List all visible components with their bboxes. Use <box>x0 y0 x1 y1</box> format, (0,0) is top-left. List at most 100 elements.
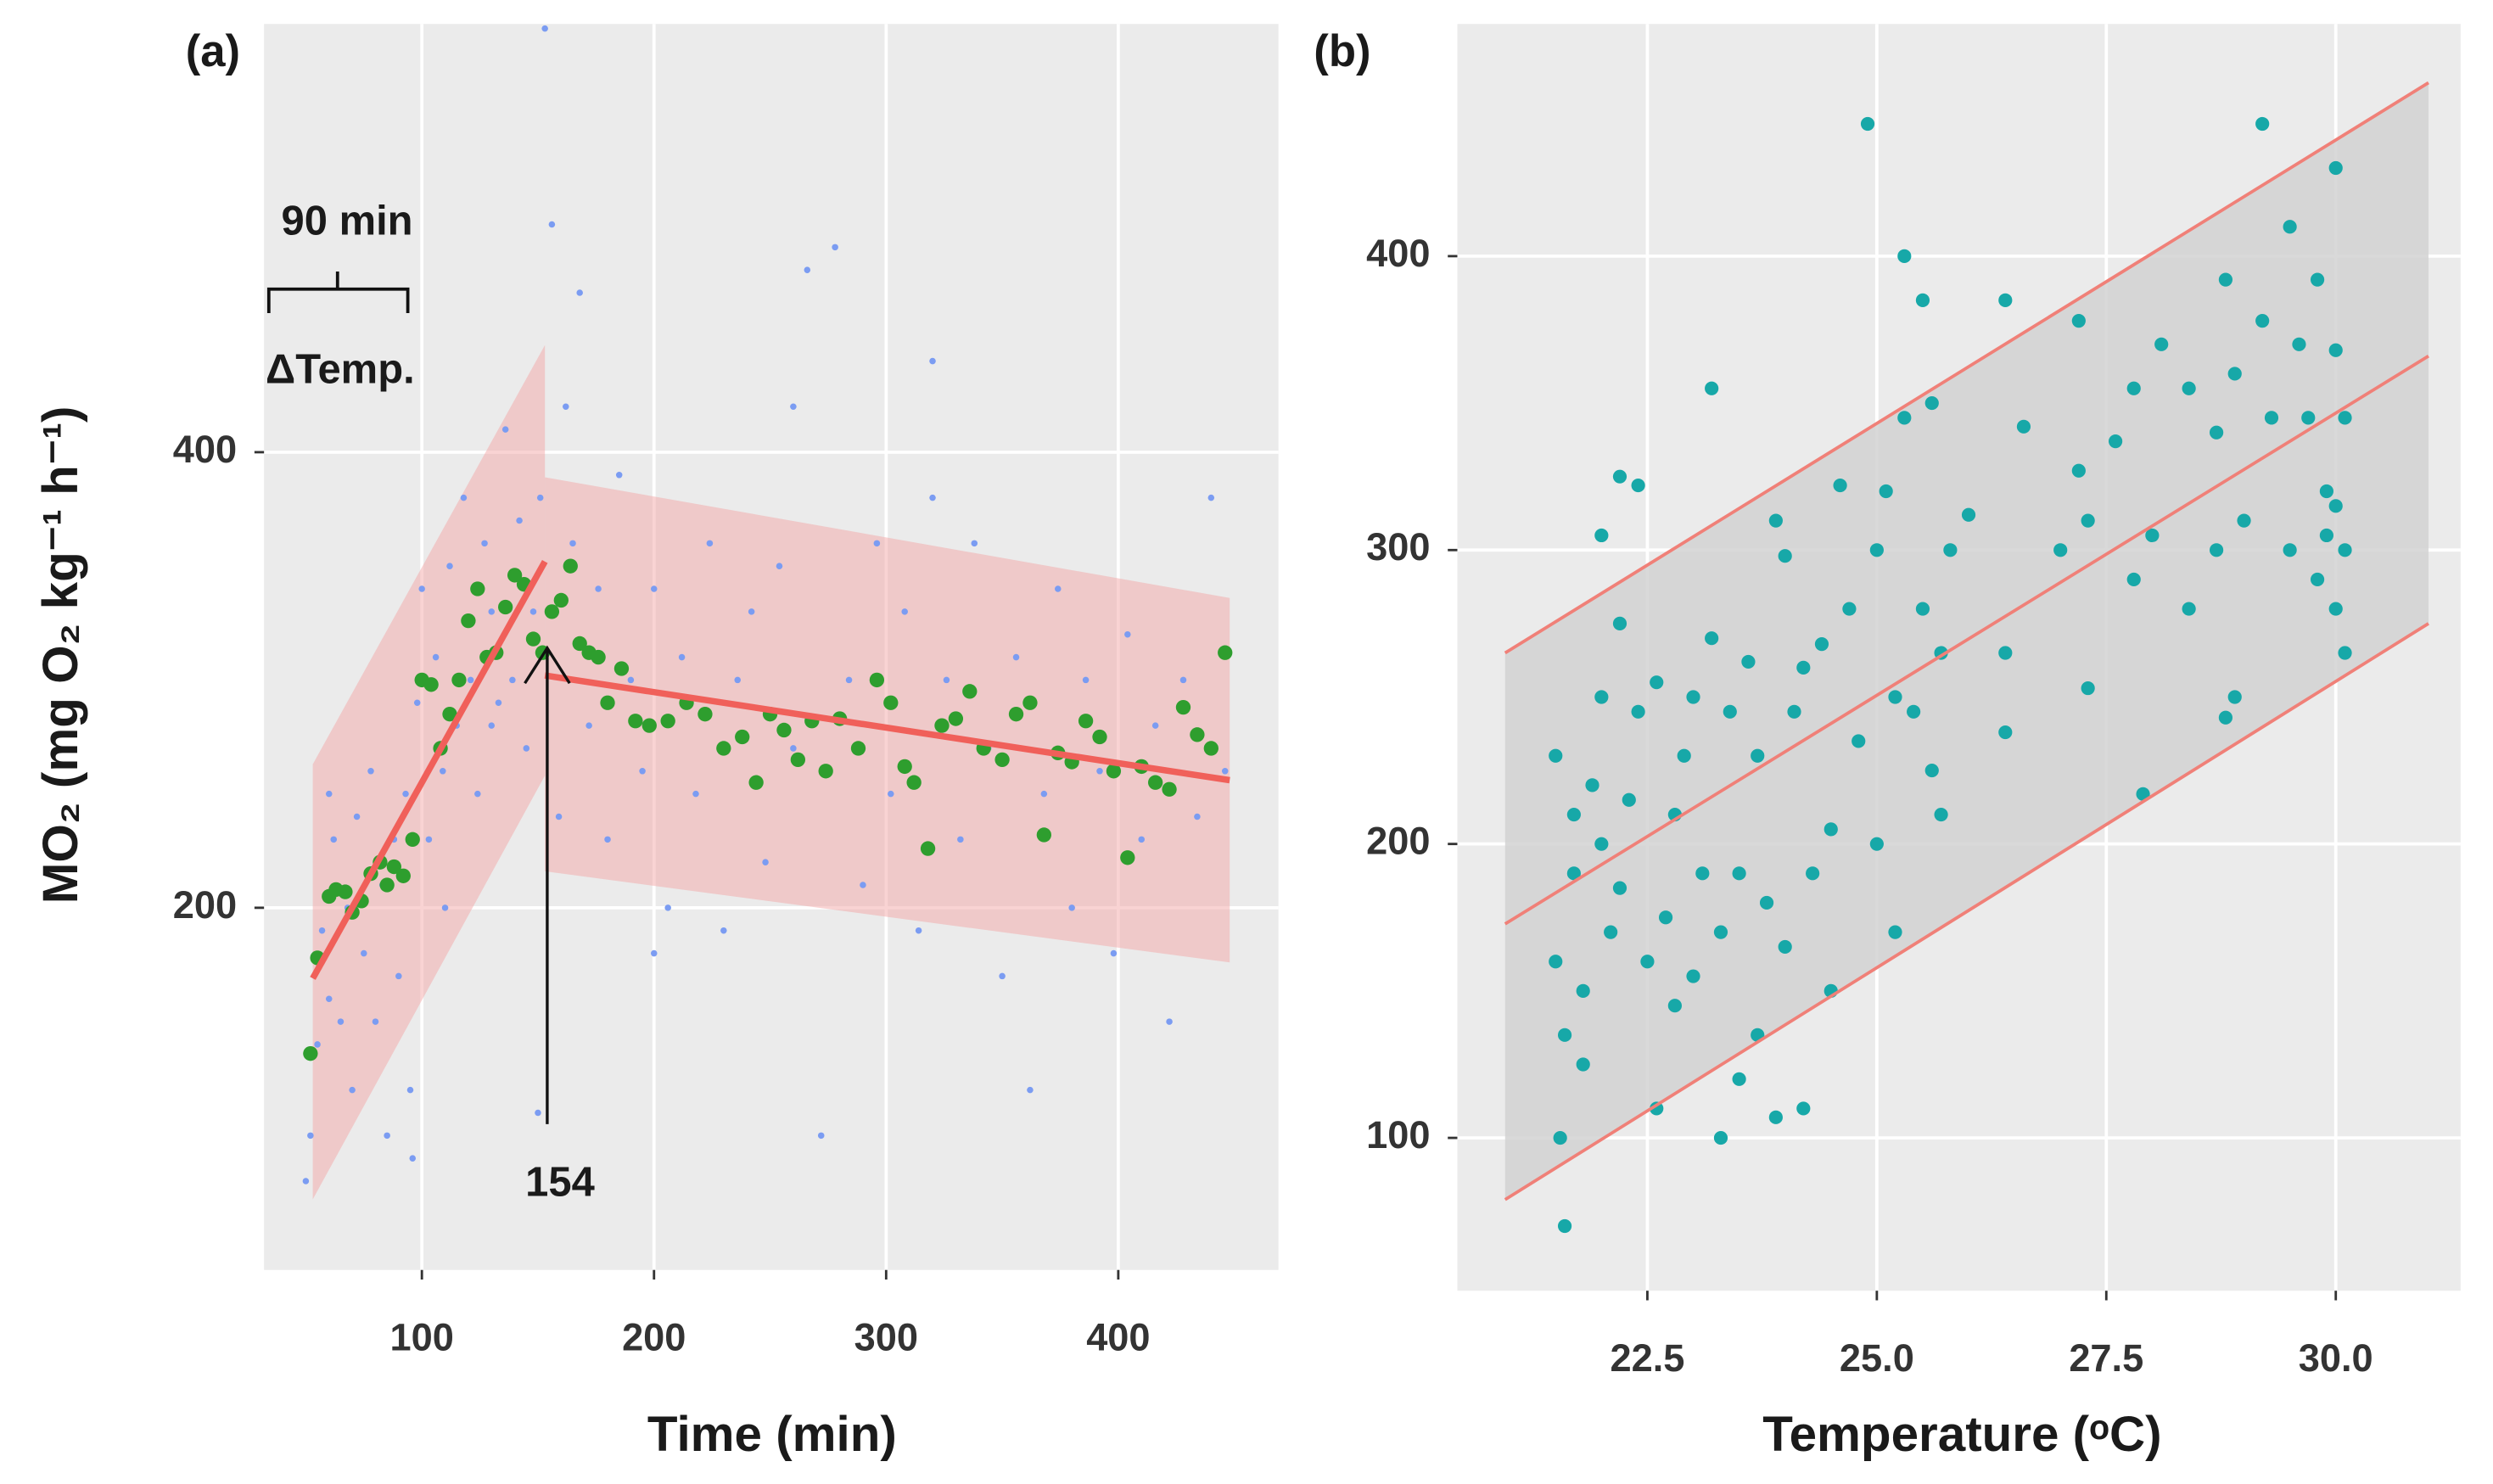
data-point <box>929 494 936 501</box>
data-point <box>2071 314 2086 328</box>
data-point <box>2328 160 2343 176</box>
data-point <box>1120 850 1135 865</box>
data-point <box>563 403 569 411</box>
data-point <box>1869 837 1884 851</box>
data-point <box>1138 836 1146 843</box>
data-point <box>1022 695 1038 710</box>
data-point <box>507 568 523 583</box>
confidence-band <box>545 477 1230 963</box>
data-point <box>2053 543 2068 557</box>
data-point <box>2301 411 2316 425</box>
data-point <box>2081 513 2095 528</box>
arrow-label: 154 <box>525 1159 595 1205</box>
data-point <box>790 403 797 411</box>
data-point <box>1576 1057 1590 1072</box>
data-point <box>2227 690 2242 704</box>
data-point <box>2328 343 2343 357</box>
data-point <box>325 995 333 1003</box>
data-point <box>529 608 537 615</box>
data-point <box>1594 690 1609 704</box>
data-point <box>591 649 606 665</box>
data-point <box>706 540 714 547</box>
x-axis-title: Time (min) <box>647 1407 897 1462</box>
data-point <box>523 745 530 752</box>
data-point <box>600 695 615 710</box>
data-point <box>692 790 699 798</box>
data-point <box>776 563 783 569</box>
data-point <box>888 790 894 798</box>
data-point <box>1162 781 1177 797</box>
data-point <box>555 813 563 820</box>
data-point <box>1124 630 1131 638</box>
data-point <box>1934 807 1948 822</box>
x-tick-label: 100 <box>389 1315 453 1358</box>
data-point <box>1622 792 1636 807</box>
data-point <box>1833 478 1847 493</box>
data-point <box>2338 646 2352 660</box>
data-point <box>1012 653 1020 661</box>
data-point <box>776 722 792 738</box>
bracket <box>266 272 410 314</box>
data-point <box>2283 220 2297 234</box>
fit-line <box>1504 622 2429 1201</box>
data-point <box>488 722 496 729</box>
data-point <box>1604 925 1618 939</box>
data-point <box>1768 513 1783 528</box>
data-point <box>962 684 978 699</box>
data-point <box>735 729 750 745</box>
data-point <box>353 813 361 820</box>
data-point <box>2338 543 2352 557</box>
data-point <box>318 927 326 934</box>
data-point <box>372 1018 379 1025</box>
data-point <box>361 949 367 957</box>
data-point <box>1751 748 1765 763</box>
data-point <box>451 672 467 688</box>
data-point <box>442 707 457 722</box>
data-point <box>748 608 755 615</box>
data-point <box>994 752 1010 768</box>
data-point <box>1915 602 1930 616</box>
data-point <box>818 764 833 779</box>
data-point <box>883 695 899 710</box>
data-point <box>1078 714 1094 729</box>
data-point <box>544 604 560 619</box>
data-point <box>1082 676 1090 684</box>
data-point <box>1557 1028 1572 1042</box>
data-point <box>1768 1110 1783 1124</box>
data-point <box>2182 381 2196 395</box>
data-point <box>613 661 630 676</box>
data-point <box>303 1046 318 1061</box>
data-point <box>1179 676 1187 684</box>
data-point <box>349 1086 356 1094</box>
data-point <box>1686 969 1700 983</box>
data-point <box>1998 725 2013 740</box>
data-point <box>1924 763 1939 778</box>
data-point <box>1695 866 1710 881</box>
y-tick-label: 200 <box>1366 820 1430 863</box>
data-point <box>470 581 485 596</box>
data-point <box>804 266 811 273</box>
data-point <box>409 1155 417 1162</box>
data-point <box>720 927 727 934</box>
data-point <box>1796 660 1811 675</box>
data-point <box>1796 1101 1811 1116</box>
data-point <box>1175 699 1191 715</box>
data-point <box>1897 411 1912 425</box>
data-point <box>2182 602 2196 616</box>
data-point <box>1888 690 1902 704</box>
data-point <box>1207 494 1215 501</box>
data-point <box>2227 367 2242 381</box>
data-point <box>440 768 446 775</box>
data-point <box>873 540 881 547</box>
data-point <box>650 585 658 592</box>
data-point <box>406 1086 414 1094</box>
x-tick-label: 200 <box>622 1315 686 1358</box>
data-point <box>850 741 866 756</box>
data-point <box>1221 768 1229 775</box>
data-point <box>2328 602 2343 616</box>
data-point <box>897 759 912 775</box>
data-point <box>395 868 411 883</box>
data-point <box>1667 999 1682 1013</box>
data-point <box>576 289 583 296</box>
data-point <box>2255 116 2270 132</box>
